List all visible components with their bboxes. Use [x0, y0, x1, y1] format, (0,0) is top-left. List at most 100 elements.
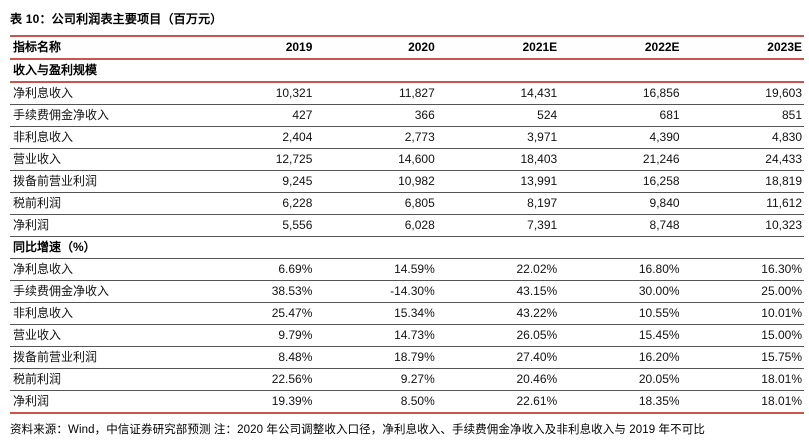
table-row: 手续费佣金净收入 427 366 524 681 851	[10, 105, 804, 127]
source-note: 资料来源：Wind，中信证券研究部预测 注：2020 年公司调整收入口径，净利息…	[10, 424, 705, 436]
table-body: 收入与盈利规模 净利息收入 10,321 11,827 14,431 16,856 19,6…	[10, 59, 804, 413]
row-label: 拨备前营业利润	[13, 174, 98, 188]
cell-value: 2,404	[282, 130, 313, 144]
section-header-label: 收入与盈利规模	[13, 63, 98, 77]
cell-value: 16,258	[642, 174, 680, 188]
cell-value: 8,748	[649, 218, 680, 232]
cell-value: 18.01%	[761, 394, 802, 408]
cell-value: 11,612	[766, 196, 802, 210]
cell-value: 26.05%	[516, 328, 558, 342]
table-row: 税前利润 22.56% 9.27% 20.46% 20.05% 18.01%	[10, 369, 804, 391]
table-row: 非利息收入 2,404 2,773 3,971 4,390 4,830	[10, 127, 804, 149]
cell-value: 6.69%	[278, 262, 313, 276]
cell-value: 6,028	[404, 218, 435, 232]
table-row: 净利润 5,556 6,028 7,391 8,748 10,323	[10, 215, 804, 237]
cell-value: 30.00%	[638, 284, 680, 298]
row-label: 非利息收入	[13, 130, 74, 144]
cell-value: 10,323	[765, 218, 802, 232]
table-header-row: 指标名称 2019 2020 2021E 2022E 2023E	[10, 36, 804, 59]
cell-value: 16.30%	[761, 262, 802, 276]
table-row: 净利润 19.39% 8.50% 22.61% 18.35% 18.01%	[10, 391, 804, 413]
cell-value: 24,433	[765, 152, 802, 166]
cell-value: 18.79%	[394, 350, 435, 364]
cell-value: 18.35%	[638, 394, 680, 408]
row-label: 手续费佣金净收入	[13, 108, 110, 122]
cell-value: 681	[659, 108, 680, 122]
section-header-row: 收入与盈利规模	[10, 59, 804, 82]
cell-value: 18.01%	[761, 372, 802, 386]
cell-value: 7,391	[527, 218, 558, 232]
row-label: 净利息收入	[13, 86, 74, 100]
table-row: 拨备前营业利润 8.48% 18.79% 27.40% 16.20% 15.75%	[10, 347, 804, 369]
row-label: 税前利润	[13, 196, 62, 210]
cell-value: 14.59%	[394, 262, 435, 276]
cell-value: 5,556	[282, 218, 313, 232]
col-header-2019: 2019	[285, 40, 313, 54]
cell-value: 14,600	[398, 152, 435, 166]
cell-value: 14,431	[520, 86, 558, 100]
cell-value: 20.05%	[638, 372, 680, 386]
cell-value: 6,805	[404, 196, 435, 210]
cell-value: 3,971	[527, 130, 558, 144]
cell-value: 8,197	[527, 196, 558, 210]
col-header-2021E: 2021E	[522, 40, 558, 54]
table-row: 手续费佣金净收入 38.53% -14.30% 43.15% 30.00% 25.00%	[10, 281, 804, 303]
cell-value: 9,245	[282, 174, 313, 188]
row-label: 拨备前营业利润	[13, 350, 98, 364]
cell-value: 851	[781, 108, 802, 122]
cell-value: 8.50%	[400, 394, 435, 408]
cell-value: 4,390	[649, 130, 680, 144]
cell-value: 22.56%	[271, 372, 313, 386]
cell-value: 19,603	[765, 86, 802, 100]
report-table-page: 表 10：公司利润表主要项目（百万元） 指标名称 2019 2020 2021E 202…	[10, 12, 804, 436]
table-row: 税前利润 6,228 6,805 8,197 9,840 11,612	[10, 193, 804, 215]
cell-value: 4,830	[771, 130, 802, 144]
row-label: 非利息收入	[13, 306, 74, 320]
row-label: 手续费佣金净收入	[13, 284, 110, 298]
row-label: 营业收入	[13, 328, 62, 342]
cell-value: 15.45%	[638, 328, 680, 342]
cell-value: 15.75%	[761, 350, 802, 364]
table-header: 指标名称 2019 2020 2021E 2022E 2023E	[10, 36, 804, 59]
row-label: 净利润	[13, 218, 50, 232]
cell-value: 21,246	[642, 152, 680, 166]
cell-value: 43.22%	[516, 306, 558, 320]
cell-value: 10,982	[398, 174, 435, 188]
cell-value: 10.55%	[638, 306, 680, 320]
cell-value: 25.47%	[271, 306, 313, 320]
cell-value: -14.30%	[390, 284, 435, 298]
profit-table: 指标名称 2019 2020 2021E 2022E 2023E 收入与盈利规模 净利息收入…	[10, 35, 804, 414]
table-row: 营业收入 12,725 14,600 18,403 21,246 24,433	[10, 149, 804, 171]
col-header-2022E: 2022E	[644, 40, 680, 54]
cell-value: 16,856	[642, 86, 680, 100]
cell-value: 2,773	[404, 130, 435, 144]
row-label: 净利润	[13, 394, 50, 408]
cell-value: 14.73%	[394, 328, 435, 342]
cell-value: 13,991	[520, 174, 558, 188]
cell-value: 43.15%	[516, 284, 558, 298]
table-row: 非利息收入 25.47% 15.34% 43.22% 10.55% 10.01%	[10, 303, 804, 325]
cell-value: 19.39%	[271, 394, 313, 408]
cell-value: 38.53%	[271, 284, 313, 298]
row-label: 净利息收入	[13, 262, 74, 276]
table-title: 表 10：公司利润表主要项目（百万元）	[10, 12, 223, 26]
table-row: 净利息收入 10,321 11,827 14,431 16,856 19,603	[10, 82, 804, 105]
col-header-2023E: 2023E	[767, 40, 802, 54]
cell-value: 524	[537, 108, 558, 122]
cell-value: 16.20%	[638, 350, 680, 364]
cell-value: 366	[414, 108, 435, 122]
col-header-metric: 指标名称	[13, 40, 62, 54]
cell-value: 18,403	[520, 152, 558, 166]
cell-value: 18,819	[765, 174, 802, 188]
col-header-2020: 2020	[408, 40, 435, 54]
table-row: 拨备前营业利润 9,245 10,982 13,991 16,258 18,819	[10, 171, 804, 193]
cell-value: 22.02%	[516, 262, 558, 276]
cell-value: 15.00%	[761, 328, 802, 342]
section-header-row: 同比增速（%）	[10, 237, 804, 259]
cell-value: 25.00%	[761, 284, 802, 298]
cell-value: 10,321	[275, 86, 313, 100]
cell-value: 9.79%	[278, 328, 313, 342]
table-row: 净利息收入 6.69% 14.59% 22.02% 16.80% 16.30%	[10, 259, 804, 281]
section-header-label: 同比增速（%）	[13, 240, 96, 254]
cell-value: 9,840	[649, 196, 680, 210]
